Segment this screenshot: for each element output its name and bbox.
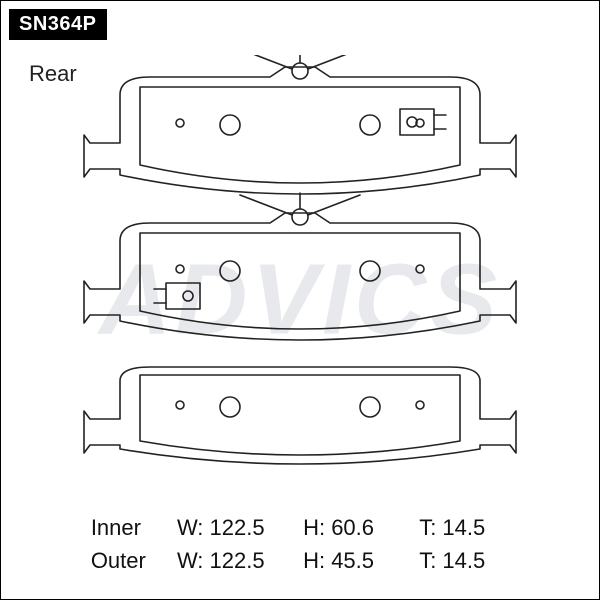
dim-label: Outer bbox=[91, 544, 171, 577]
pad-1 bbox=[84, 55, 516, 194]
dim-h: H: 45.5 bbox=[303, 544, 413, 577]
position-label: Rear bbox=[29, 61, 77, 87]
dim-w: W: 122.5 bbox=[177, 544, 297, 577]
pads-svg bbox=[80, 55, 520, 475]
wear-sensor-icon bbox=[154, 283, 200, 309]
part-number-badge: SN364P bbox=[9, 9, 107, 40]
dim-t: T: 14.5 bbox=[419, 511, 509, 544]
dimensions-row-outer: Outer W: 122.5 H: 45.5 T: 14.5 bbox=[1, 544, 599, 577]
pad-3 bbox=[84, 367, 516, 464]
diagram-canvas: SN364P Rear ADVICS bbox=[0, 0, 600, 600]
dimensions-row-inner: Inner W: 122.5 H: 60.6 T: 14.5 bbox=[1, 511, 599, 544]
brake-pad-drawings bbox=[80, 55, 520, 480]
pad-2 bbox=[84, 193, 516, 340]
dim-h: H: 60.6 bbox=[303, 511, 413, 544]
dim-t: T: 14.5 bbox=[419, 544, 509, 577]
dim-label: Inner bbox=[91, 511, 171, 544]
dim-w: W: 122.5 bbox=[177, 511, 297, 544]
dimensions-table: Inner W: 122.5 H: 60.6 T: 14.5 Outer W: … bbox=[1, 511, 599, 577]
wear-sensor-icon bbox=[400, 109, 446, 135]
